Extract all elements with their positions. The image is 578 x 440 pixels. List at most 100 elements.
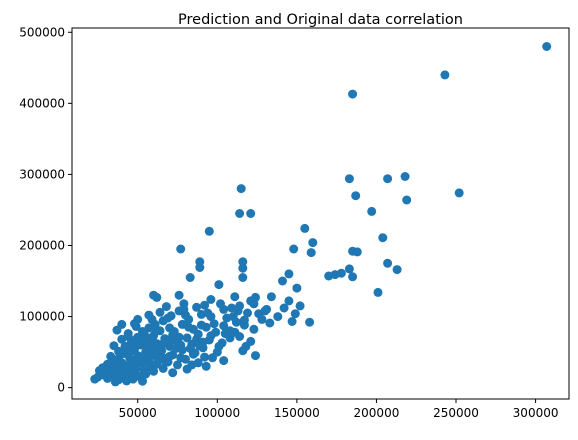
data-point bbox=[133, 339, 143, 349]
data-point bbox=[134, 356, 144, 366]
chart-title: Prediction and Original data correlation bbox=[178, 12, 463, 28]
x-tick-label: 300000 bbox=[513, 406, 559, 420]
data-point bbox=[126, 346, 136, 356]
data-point bbox=[216, 299, 225, 309]
data-point bbox=[238, 346, 248, 356]
data-point bbox=[120, 341, 130, 351]
data-point bbox=[290, 309, 300, 319]
data-point bbox=[208, 353, 217, 363]
data-point bbox=[300, 223, 310, 233]
data-point bbox=[187, 360, 197, 370]
data-point bbox=[123, 332, 133, 341]
data-point bbox=[174, 290, 184, 300]
data-point bbox=[246, 336, 256, 346]
data-point bbox=[214, 341, 224, 351]
points-layer bbox=[90, 42, 552, 387]
data-point bbox=[174, 332, 184, 342]
x-tick-label: 100000 bbox=[194, 406, 240, 420]
data-point bbox=[266, 292, 276, 302]
ticks-layer: 50000 100000 150000 200000 250000 300000 0 1000… bbox=[19, 25, 558, 420]
data-point bbox=[204, 226, 214, 236]
data-point bbox=[352, 247, 362, 257]
x-tick-label: 250000 bbox=[433, 406, 479, 420]
data-point bbox=[308, 238, 318, 248]
data-point bbox=[182, 333, 192, 343]
data-point bbox=[243, 308, 252, 318]
data-point bbox=[155, 307, 165, 317]
data-point bbox=[214, 280, 224, 290]
y-tick-label: 200000 bbox=[19, 238, 65, 252]
data-point bbox=[278, 276, 287, 286]
data-point bbox=[292, 283, 302, 293]
data-point bbox=[348, 89, 358, 99]
y-tick-label: 500000 bbox=[19, 25, 65, 39]
data-point bbox=[196, 320, 206, 330]
data-point bbox=[147, 314, 157, 324]
data-point bbox=[265, 318, 275, 328]
data-point bbox=[185, 273, 195, 282]
data-point bbox=[306, 248, 316, 258]
data-point bbox=[146, 351, 155, 361]
data-point bbox=[392, 265, 402, 275]
data-point bbox=[273, 312, 283, 322]
data-point bbox=[305, 317, 315, 327]
data-point bbox=[122, 376, 132, 386]
data-point bbox=[220, 329, 230, 339]
data-point bbox=[402, 195, 412, 205]
data-point bbox=[138, 376, 147, 386]
data-point bbox=[257, 314, 267, 324]
data-point bbox=[287, 317, 297, 326]
data-point bbox=[231, 317, 241, 327]
y-tick-label: 100000 bbox=[19, 310, 65, 324]
data-point bbox=[227, 303, 237, 313]
data-point bbox=[206, 331, 216, 341]
data-point bbox=[351, 191, 361, 201]
data-point bbox=[179, 304, 189, 314]
data-point bbox=[200, 352, 210, 362]
data-point bbox=[192, 302, 202, 312]
data-point bbox=[90, 374, 100, 384]
data-point bbox=[373, 287, 383, 297]
data-point bbox=[195, 263, 205, 272]
data-point bbox=[110, 377, 120, 387]
x-tick-label: 200000 bbox=[354, 406, 400, 420]
y-tick-label: 400000 bbox=[19, 96, 65, 110]
data-point bbox=[238, 257, 248, 267]
data-point bbox=[344, 264, 354, 274]
data-point bbox=[168, 368, 178, 378]
data-point bbox=[161, 302, 171, 312]
data-point bbox=[200, 300, 210, 310]
data-point bbox=[246, 209, 256, 218]
data-point bbox=[238, 273, 248, 282]
x-tick-label: 50000 bbox=[119, 406, 157, 420]
data-point bbox=[176, 340, 186, 350]
y-tick-label: 0 bbox=[57, 381, 65, 395]
data-point bbox=[251, 351, 260, 361]
data-point bbox=[103, 373, 112, 383]
data-point bbox=[235, 209, 245, 218]
data-point bbox=[150, 324, 160, 334]
data-point bbox=[185, 344, 195, 353]
data-point bbox=[289, 244, 299, 254]
data-point bbox=[230, 292, 240, 302]
data-point bbox=[383, 174, 393, 184]
data-point bbox=[344, 174, 354, 184]
data-point bbox=[149, 366, 159, 376]
data-point bbox=[440, 70, 450, 80]
data-point bbox=[149, 290, 159, 300]
data-point bbox=[142, 341, 152, 351]
data-point bbox=[203, 308, 213, 318]
data-point bbox=[209, 319, 219, 329]
data-point bbox=[236, 184, 246, 194]
data-point bbox=[176, 353, 186, 363]
data-point bbox=[400, 172, 410, 181]
data-point bbox=[230, 327, 240, 337]
x-tick-label: 150000 bbox=[274, 406, 320, 420]
data-point bbox=[163, 313, 173, 323]
data-point bbox=[198, 337, 208, 347]
data-point bbox=[348, 272, 358, 282]
data-point bbox=[295, 301, 305, 311]
